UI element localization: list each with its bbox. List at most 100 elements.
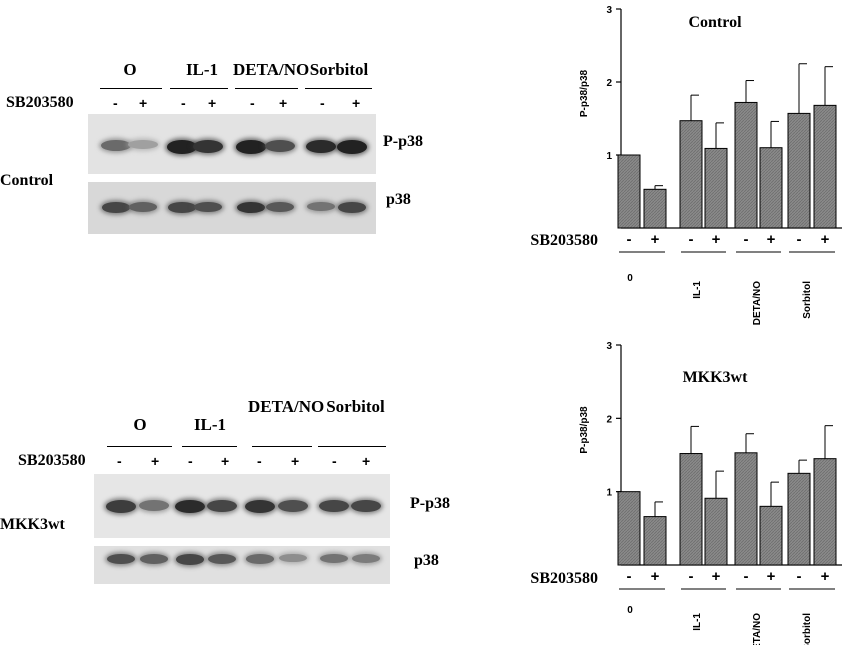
lane-sign: - [689,568,694,585]
bar [617,491,641,566]
lane-sign: + [651,231,660,248]
y-tick-label: 3 [606,5,612,16]
bar [679,120,703,229]
group-label: Sorbitol [802,281,813,319]
lane-sign: - [113,95,118,111]
blot-band [319,500,349,513]
y-tick-label: 3 [606,341,612,352]
lane-sign: - [188,453,193,469]
group-label: IL-1 [692,281,703,299]
phospho-p38-blot [88,114,376,174]
lane-sign: - [627,568,632,585]
lane-sign: + [362,453,371,469]
lane-sign: - [320,95,325,111]
blot-band [338,202,366,213]
lane-sign: + [151,453,160,469]
blot-band [307,202,335,212]
lane-sign: + [767,231,776,248]
blot-band [208,554,236,565]
lane-sign: + [651,568,660,585]
bar [759,505,783,566]
blot-band [128,140,158,150]
blot-band [236,140,266,154]
lane-sign: - [689,231,694,248]
row-label-control: Control [0,172,54,189]
blot-band [245,500,275,514]
bar [734,452,758,566]
group-label: DETA/NO [752,613,763,645]
total-p38-blot [94,546,390,584]
lane-sign: + [291,453,300,469]
group-label-o: O [123,60,137,79]
blot-label-total: p38 [414,552,439,569]
lane-sign: - [627,231,632,248]
group-label: DETA/NO [752,281,763,325]
lane-sign: + [712,231,721,248]
group-underline [107,446,172,448]
blot-band [279,554,307,563]
lane-sign: + [821,231,830,248]
lane-sign: - [181,95,186,111]
blot-band [193,140,223,154]
lane-sign: + [279,95,288,111]
blot-band [351,500,381,513]
blot-band [175,500,205,514]
blot-band [306,140,336,154]
blot-band [278,500,308,513]
lane-sign: - [257,453,262,469]
y-axis-label: P-p38/p38 [579,406,590,454]
group-label-il1: IL-1 [193,415,227,434]
bar [813,458,837,566]
lane-sign: - [744,568,749,585]
group-label-o: O [133,415,147,434]
blot-band [168,202,196,213]
blot-label-phospho: P-p38 [410,495,450,512]
y-tick-label: 1 [606,151,612,162]
blot-band [194,202,222,213]
blot-band [320,554,348,564]
lane-sign: + [139,95,148,111]
blot-band [139,500,169,511]
group-underline [182,446,237,448]
blot-band [167,140,197,154]
row-label-mkk3wt: MKK3wt [0,516,65,533]
lane-sign: + [767,568,776,585]
bar [759,147,783,229]
lane-sign: - [744,231,749,248]
blot-band [107,554,135,565]
lane-sign: + [221,453,230,469]
treatment-label: SB203580 [530,570,598,587]
group-underline [170,88,228,90]
group-underline [235,88,298,90]
blot-band [337,140,367,154]
blot-band [129,202,157,212]
lane-sign: + [821,568,830,585]
bar [704,497,728,566]
bar [643,516,667,566]
blot-band [207,500,237,513]
blot-band [246,554,274,564]
bar [787,472,811,566]
group-underline [318,446,386,448]
lane-sign: - [332,453,337,469]
group-label: 0 [627,605,633,616]
blot-band [237,202,265,214]
total-p38-blot [88,182,376,234]
treatment-label: SB203580 [18,452,86,469]
blot-band [101,140,131,152]
bar [734,101,758,229]
lane-sign: + [208,95,217,111]
group-underline [305,88,372,90]
treatment-label: SB203580 [530,232,598,249]
bar [617,154,641,229]
blot-band [352,554,380,564]
blot-band [102,202,130,213]
treatment-label: SB203580 [6,94,74,111]
blot-band [176,554,204,565]
lane-sign: - [797,568,802,585]
blot-band [266,202,294,213]
group-label-detano: DETA/NO [233,60,310,79]
blot-label-total: p38 [386,191,411,208]
blot-label-phospho: P-p38 [383,133,423,150]
group-label-il1: IL-1 [185,60,219,79]
